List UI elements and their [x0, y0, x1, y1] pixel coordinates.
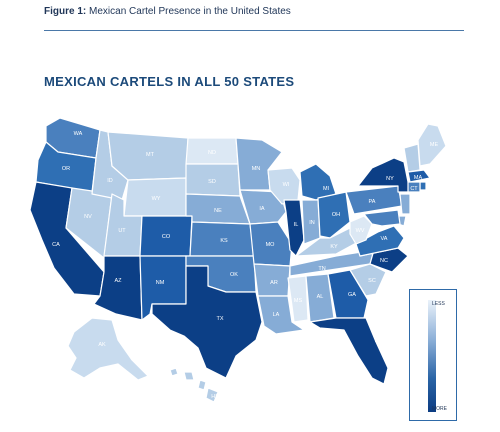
- label-nj: NJ: [413, 209, 420, 215]
- label-nd: ND: [208, 150, 216, 156]
- label-az: AZ: [114, 278, 122, 284]
- label-mi: MI: [323, 186, 330, 192]
- label-oh: OH: [332, 212, 340, 218]
- label-al: AL: [317, 294, 324, 300]
- label-ar: AR: [270, 280, 278, 286]
- state-mi: [299, 163, 337, 201]
- label-md: MD: [409, 227, 418, 233]
- state-hi: [169, 367, 219, 403]
- label-ok: OK: [230, 272, 238, 278]
- label-fl: FL: [375, 338, 381, 344]
- caption-divider: [44, 30, 464, 31]
- figure-caption-text: Mexican Cartel Presence in the United St…: [89, 6, 291, 17]
- map-legend: LESS MORE: [409, 289, 457, 421]
- state-tx: [151, 265, 263, 379]
- label-ca: CA: [52, 242, 60, 248]
- state-ma: [407, 169, 431, 183]
- state-ga: [327, 269, 369, 319]
- label-pa: PA: [369, 199, 376, 205]
- label-in: IN: [309, 220, 315, 226]
- label-id: ID: [107, 178, 113, 184]
- state-az: [93, 255, 143, 321]
- state-la: [257, 295, 305, 335]
- map-title: MEXICAN CARTELS IN ALL 50 STATES: [44, 74, 295, 89]
- label-wv: WV: [356, 228, 365, 234]
- label-ct: CT: [410, 186, 418, 192]
- label-de: DE: [409, 218, 417, 224]
- figure-label: Figure 1:: [44, 6, 87, 17]
- legend-gradient-bar: [428, 300, 436, 412]
- label-ms: MS: [294, 298, 303, 304]
- label-mt: MT: [146, 152, 155, 158]
- state-vt-nh: [403, 143, 421, 173]
- label-va: VA: [381, 236, 388, 242]
- label-wa: WA: [74, 131, 83, 137]
- state-fl: [309, 317, 389, 385]
- label-sc: SC: [368, 278, 376, 284]
- state-ny: [357, 157, 411, 193]
- label-ks: KS: [220, 238, 228, 244]
- label-tn: TN: [318, 266, 325, 272]
- label-hi: HI: [211, 394, 217, 400]
- state-me: [417, 123, 447, 167]
- state-oh: [317, 191, 351, 239]
- label-or: OR: [62, 166, 70, 172]
- legend-high-label: MORE: [432, 406, 447, 412]
- label-wi: WI: [283, 182, 290, 188]
- state-ak: [67, 317, 149, 381]
- label-sd: SD: [208, 179, 216, 185]
- label-ne: NE: [214, 208, 222, 214]
- state-mo: [249, 221, 293, 267]
- figure-caption: Figure 1: Mexican Cartel Presence in the…: [44, 6, 291, 17]
- label-ia: IA: [259, 206, 265, 212]
- label-ma: MA: [414, 175, 423, 181]
- state-sc: [349, 263, 387, 297]
- label-nv: NV: [84, 214, 92, 220]
- label-ut: UT: [118, 228, 126, 234]
- label-nm: NM: [156, 280, 165, 286]
- state-va: [355, 225, 405, 257]
- label-ny: NY: [386, 176, 394, 182]
- label-nc: NC: [380, 258, 388, 264]
- state-ms: [287, 275, 309, 323]
- legend-low-label: LESS: [432, 301, 445, 307]
- label-mn: MN: [252, 166, 261, 172]
- state-nj: [399, 193, 411, 215]
- label-la: LA: [273, 312, 280, 318]
- label-wy: WY: [152, 196, 161, 202]
- label-tx: TX: [216, 316, 223, 322]
- state-md: [363, 209, 401, 227]
- label-ky: KY: [330, 244, 338, 250]
- label-co: CO: [162, 234, 171, 240]
- state-ri: [419, 181, 427, 191]
- state-wv: [349, 215, 373, 245]
- state-ct: [407, 181, 421, 193]
- label-ak: AK: [98, 342, 106, 348]
- label-il: IL: [294, 222, 299, 228]
- label-ri: RI: [428, 184, 434, 190]
- label-mo: MO: [266, 242, 276, 248]
- label-me: ME: [430, 142, 439, 148]
- label-ga: GA: [348, 292, 356, 298]
